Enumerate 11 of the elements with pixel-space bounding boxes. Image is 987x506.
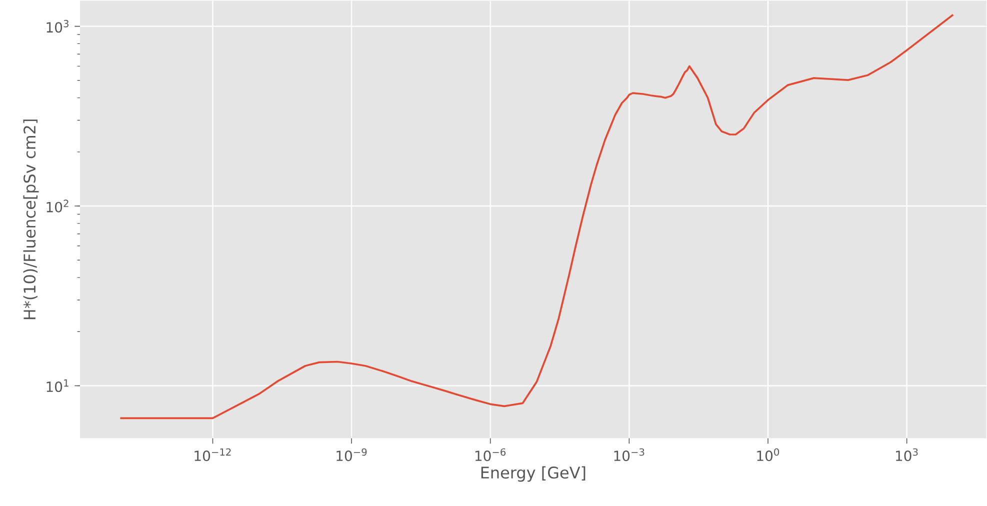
x-tick-label: 10$^{3}$ bbox=[896, 448, 918, 461]
y-tick-label: 10$^{1}$ bbox=[46, 379, 68, 392]
x-tick-label: 10$^{−6}$ bbox=[475, 448, 506, 461]
x-tick-label: 10$^{0}$ bbox=[757, 448, 780, 461]
x-tick-label: 10$^{−3}$ bbox=[614, 448, 644, 461]
x-tick-label: 10$^{−9}$ bbox=[336, 448, 367, 461]
x-tick-label: 10$^{−12}$ bbox=[194, 448, 231, 461]
x-axis-title: Energy [GeV] bbox=[481, 466, 586, 482]
y-tick-label: 10$^{3}$ bbox=[46, 20, 68, 33]
y-axis-title: H*(10)/Fluence[pSv cm2] bbox=[23, 119, 39, 319]
y-tick-label: 10$^{2}$ bbox=[46, 200, 68, 212]
